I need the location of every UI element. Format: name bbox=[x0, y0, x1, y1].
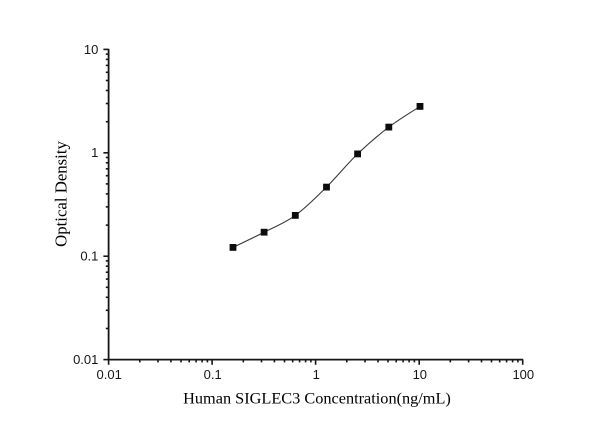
svg-text:1: 1 bbox=[313, 367, 320, 382]
svg-text:Human SIGLEC3 Concentration(ng: Human SIGLEC3 Concentration(ng/mL) bbox=[183, 389, 451, 408]
svg-text:100: 100 bbox=[512, 367, 534, 382]
svg-text:0.01: 0.01 bbox=[73, 352, 98, 367]
svg-text:10: 10 bbox=[84, 42, 98, 57]
svg-text:Optical Density: Optical Density bbox=[52, 140, 71, 246]
svg-text:10: 10 bbox=[413, 367, 427, 382]
svg-text:0.1: 0.1 bbox=[204, 367, 222, 382]
svg-text:0.1: 0.1 bbox=[80, 249, 98, 264]
svg-text:0.01: 0.01 bbox=[97, 367, 122, 382]
svg-text:1: 1 bbox=[91, 145, 98, 160]
